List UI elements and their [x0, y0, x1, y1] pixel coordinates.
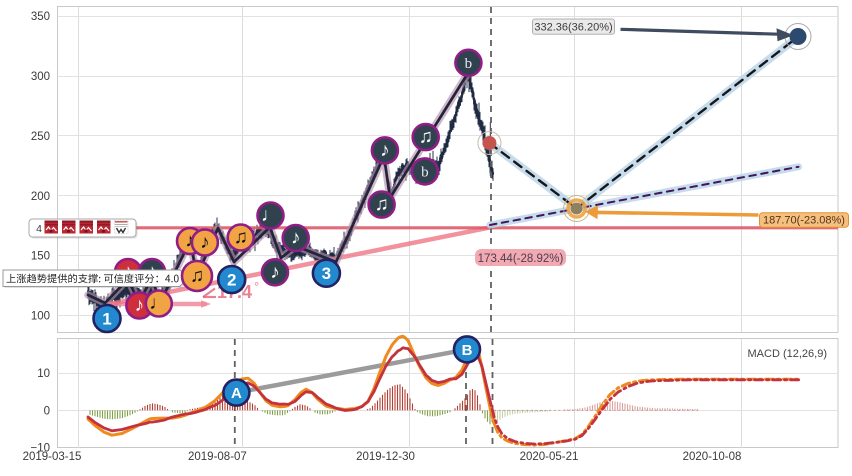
svg-text:350: 350: [31, 11, 50, 23]
svg-text:♫: ♫: [234, 227, 248, 248]
svg-text:10: 10: [37, 368, 50, 380]
svg-text:0: 0: [44, 405, 50, 417]
svg-text:332.36(36.20%): 332.36(36.20%): [534, 21, 612, 33]
svg-text:A: A: [231, 385, 242, 402]
svg-text:1: 1: [102, 310, 111, 329]
svg-text:2019-03-15: 2019-03-15: [23, 451, 82, 463]
svg-text:200: 200: [31, 191, 50, 203]
svg-text:150: 150: [31, 251, 50, 263]
svg-text:2020-10-08: 2020-10-08: [683, 451, 742, 463]
svg-text:2: 2: [227, 271, 236, 290]
svg-text:♩: ♩: [149, 293, 168, 314]
svg-text:173.44(-28.92%): 173.44(-28.92%): [478, 253, 564, 265]
svg-text:♪: ♪: [200, 232, 210, 253]
svg-text:3: 3: [322, 264, 331, 283]
svg-text:2020-05-21: 2020-05-21: [520, 451, 579, 463]
svg-text:♫: ♫: [374, 194, 388, 215]
svg-text:♪: ♪: [380, 140, 390, 161]
svg-text:♩: ♩: [261, 205, 280, 226]
svg-text:B: B: [462, 342, 473, 359]
svg-text:♪: ♪: [291, 228, 301, 249]
svg-text:♪: ♪: [135, 295, 145, 316]
svg-text:100: 100: [31, 311, 50, 323]
svg-text:♫: ♫: [419, 127, 433, 148]
svg-text:♪: ♪: [270, 262, 280, 283]
svg-text:2019-12-30: 2019-12-30: [356, 451, 415, 463]
svg-text:MACD (12,26,9): MACD (12,26,9): [748, 348, 827, 360]
svg-text:°: °: [254, 279, 259, 294]
svg-text:187.70(-23.08%): 187.70(-23.08%): [763, 215, 845, 227]
svg-text:−10: −10: [30, 442, 50, 454]
svg-text:2019-08-07: 2019-08-07: [188, 451, 247, 463]
svg-text:250: 250: [31, 131, 50, 143]
svg-text:♫: ♫: [190, 266, 204, 287]
svg-text:b: b: [465, 56, 473, 72]
svg-text:300: 300: [31, 71, 50, 83]
svg-text:♪: ♪: [185, 231, 195, 252]
svg-text:4: 4: [36, 223, 42, 235]
svg-text:b: b: [421, 165, 429, 181]
